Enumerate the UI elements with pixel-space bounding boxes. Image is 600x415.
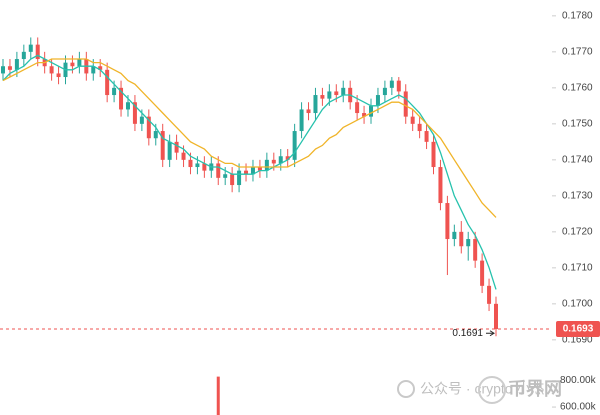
candle-body <box>250 167 255 175</box>
candle-body <box>181 152 186 160</box>
watermark-text: 公众号 · crypto 小杰 <box>420 381 544 397</box>
candle-body <box>160 131 165 160</box>
candle-body <box>285 156 290 160</box>
ma-line <box>2 58 497 218</box>
candle-body <box>264 159 269 171</box>
volume-tick-label: 600.00k <box>560 402 597 413</box>
candle-body <box>389 80 394 88</box>
candle-body <box>396 80 401 92</box>
candle-body <box>153 131 158 139</box>
volume-bar <box>216 376 220 415</box>
candle-body <box>195 163 200 168</box>
candle-body <box>21 51 26 60</box>
candle-body <box>473 239 478 261</box>
volume-tick-label: 800.00k <box>560 375 597 386</box>
candle-body <box>438 167 443 204</box>
candle-body <box>257 167 262 171</box>
candle-body <box>105 69 110 96</box>
candle-body <box>35 44 40 60</box>
candle-body <box>244 170 249 175</box>
y-tick-label: 0.1770 <box>562 46 593 57</box>
candle-body <box>299 109 304 132</box>
volume-pane <box>216 376 220 415</box>
watermark-brand: 币界网 <box>508 379 562 399</box>
y-tick-label: 0.1730 <box>562 190 593 201</box>
candle-body <box>341 87 346 96</box>
candle-body <box>313 95 318 114</box>
price-axis: 0.1780 0.1770 0.1760 0.1750 0.1740 0.1730 0.17… <box>552 10 597 413</box>
candle-body <box>146 116 151 139</box>
candle-body <box>431 141 436 168</box>
y-tick-label: 0.1740 <box>562 154 593 165</box>
watermark: 公众号 · crypto 小杰 币界网 <box>397 376 562 404</box>
candle-body <box>445 203 450 240</box>
candle-body <box>132 102 137 124</box>
candle-body <box>355 102 360 114</box>
candle-body <box>237 170 242 186</box>
candle-body <box>480 260 485 286</box>
y-tick-label: 0.1700 <box>562 298 593 309</box>
candle-body <box>216 163 221 178</box>
candle-body <box>112 87 117 96</box>
candle-body <box>403 91 408 117</box>
candle-body <box>14 59 19 70</box>
watermark-logo <box>478 376 506 404</box>
candle-body <box>306 109 311 114</box>
candle-body <box>188 159 193 168</box>
candle-body <box>202 163 207 171</box>
y-tick-label: 0.1690 <box>562 334 593 345</box>
y-tick-label: 0.1750 <box>562 118 593 129</box>
candle-body <box>369 105 374 117</box>
candle-body <box>382 87 387 96</box>
candle-body <box>417 123 422 132</box>
y-tick-label: 0.1720 <box>562 226 593 237</box>
y-tick-label: 0.1780 <box>562 10 593 21</box>
candle-body <box>320 95 325 99</box>
low-marker-arrowhead <box>489 330 495 337</box>
candle-body <box>119 87 124 110</box>
candle-body <box>1 66 5 74</box>
last-price-label: 0.1693 <box>563 324 594 335</box>
candle-body <box>167 141 172 160</box>
candle-body <box>424 131 429 142</box>
candle-body <box>362 113 367 117</box>
candle-body <box>230 174 235 186</box>
candle-body <box>334 91 339 96</box>
candle-body <box>375 95 380 106</box>
candle-body <box>494 303 498 330</box>
candle-body <box>466 239 471 247</box>
low-marker-label: 0.1691 <box>452 328 483 339</box>
candle-body <box>174 141 179 153</box>
candle-body <box>327 91 332 99</box>
price-pane <box>1 37 498 337</box>
candle-body <box>271 159 276 164</box>
candle-body <box>452 231 457 240</box>
y-tick-label: 0.1710 <box>562 262 593 273</box>
candle-body <box>223 174 228 178</box>
candle-body <box>459 231 464 247</box>
candle-body <box>410 116 415 124</box>
candle-body <box>139 116 144 124</box>
candle-body <box>98 66 103 70</box>
last-price-tag <box>556 321 600 338</box>
ma-line <box>2 54 497 290</box>
candle-body <box>56 73 61 78</box>
watermark-icon <box>397 380 415 398</box>
candle-body <box>125 102 130 110</box>
candle-body <box>278 156 283 164</box>
candle-body <box>28 44 33 52</box>
candle-body <box>292 131 297 160</box>
candle-body <box>7 66 12 70</box>
candle-body <box>91 66 96 74</box>
candle-body <box>70 62 75 67</box>
candle-body <box>77 59 82 67</box>
y-tick-label: 0.1760 <box>562 82 593 93</box>
candle-body <box>487 285 492 304</box>
candle-body <box>49 66 54 74</box>
